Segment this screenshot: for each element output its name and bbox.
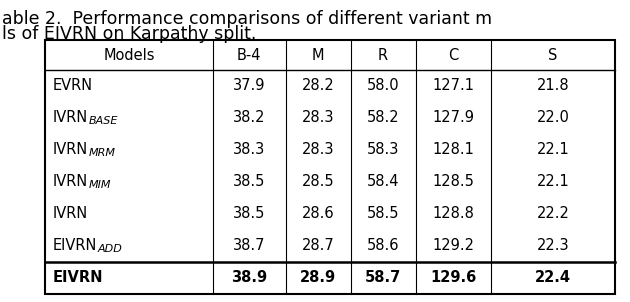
Text: 58.0: 58.0 [367,79,399,94]
Text: EIVRN: EIVRN [53,239,98,253]
Text: 28.9: 28.9 [300,271,336,285]
Text: 127.9: 127.9 [432,111,474,126]
Text: M: M [312,47,324,63]
Text: 28.6: 28.6 [302,207,335,221]
Text: S: S [549,47,558,63]
Text: MIM: MIM [88,181,111,191]
Text: 22.4: 22.4 [535,271,571,285]
Text: Models: Models [103,47,155,63]
Text: ADD: ADD [98,245,122,255]
Text: 58.4: 58.4 [367,175,399,189]
Text: 28.3: 28.3 [302,143,335,158]
Text: BASE: BASE [88,117,118,127]
Text: R: R [378,47,388,63]
Text: 128.5: 128.5 [432,175,474,189]
Text: MRM: MRM [88,149,115,159]
Text: 37.9: 37.9 [233,79,266,94]
Text: 22.1: 22.1 [537,143,570,158]
Text: 128.8: 128.8 [432,207,474,221]
Text: able 2.  Performance comparisons of different variant m: able 2. Performance comparisons of diffe… [2,10,492,28]
Text: IVRN: IVRN [53,175,88,189]
Text: 38.5: 38.5 [233,207,265,221]
Text: 28.7: 28.7 [302,239,335,253]
Text: 58.3: 58.3 [367,143,399,158]
Text: 38.3: 38.3 [233,143,265,158]
Text: 22.2: 22.2 [537,207,570,221]
Text: 22.3: 22.3 [537,239,570,253]
Text: 127.1: 127.1 [432,79,474,94]
Text: 58.5: 58.5 [367,207,399,221]
Text: 129.6: 129.6 [430,271,476,285]
Text: EIVRN: EIVRN [53,271,103,285]
Text: 38.2: 38.2 [233,111,266,126]
Text: 38.9: 38.9 [231,271,267,285]
Text: 58.6: 58.6 [367,239,399,253]
Text: 129.2: 129.2 [432,239,474,253]
Text: 22.1: 22.1 [537,175,570,189]
Text: 21.8: 21.8 [537,79,570,94]
Text: 28.5: 28.5 [302,175,335,189]
Text: B-4: B-4 [237,47,261,63]
Text: 58.2: 58.2 [367,111,399,126]
Text: 38.7: 38.7 [233,239,266,253]
Text: C: C [449,47,459,63]
Text: 58.7: 58.7 [365,271,401,285]
Text: 128.1: 128.1 [432,143,474,158]
Text: 28.2: 28.2 [302,79,335,94]
Text: IVRN: IVRN [53,143,88,158]
Text: IVRN: IVRN [53,207,88,221]
Text: 28.3: 28.3 [302,111,335,126]
Text: IVRN: IVRN [53,111,88,126]
Text: EVRN: EVRN [53,79,93,94]
Text: 38.5: 38.5 [233,175,265,189]
Text: ls of EIVRN on Karpathy split.: ls of EIVRN on Karpathy split. [2,25,256,43]
Text: 22.0: 22.0 [537,111,570,126]
